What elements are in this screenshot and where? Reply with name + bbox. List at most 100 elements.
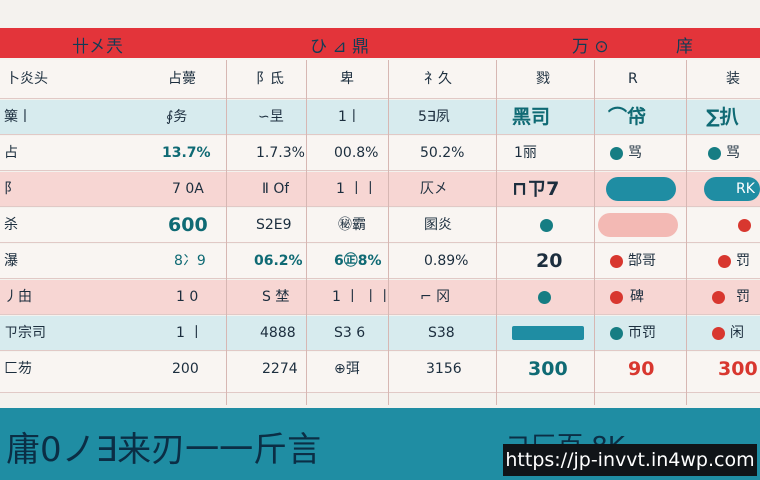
col-header-g: 装: [726, 71, 740, 87]
cell: ∽圼: [258, 109, 284, 125]
cell: S38: [428, 325, 455, 341]
cell: 仄㐅: [420, 181, 448, 197]
status-dot-icon: [718, 255, 731, 268]
status-dot-icon: [708, 147, 721, 160]
column-divider: [686, 60, 687, 405]
col-header-f: R: [628, 71, 638, 87]
cell: 郜哥: [628, 253, 656, 269]
status-pill: [606, 177, 676, 201]
cell: 罚: [736, 289, 750, 305]
header-title-2: ひ ⊿ 鼎: [310, 37, 370, 57]
cell: 200: [172, 361, 199, 377]
status-dot-icon: [538, 291, 551, 304]
cell: ∮务: [166, 109, 188, 125]
table-row: 杀 600 S2E9 ㊙霸 圂炎: [0, 208, 760, 243]
cell: 0.89%: [424, 253, 469, 269]
cell: 碑: [630, 289, 644, 305]
status-dot-icon: [610, 255, 623, 268]
cell: 4888: [260, 325, 296, 341]
cell: 8冫9: [174, 253, 206, 269]
status-dot-icon: [712, 327, 725, 340]
status-dot-icon: [610, 327, 623, 340]
cell: 1 丨 丨丨: [332, 289, 392, 305]
cell: 骂: [726, 145, 740, 161]
cell: ⊓ㄗ7: [512, 178, 560, 200]
cell: 1 丨丨: [336, 181, 378, 197]
table-row: 匚芴 200 2274 ⊕弭 3156 300 90 300: [0, 352, 760, 393]
cell: 13.7%: [162, 145, 211, 161]
cell: RK: [736, 181, 755, 197]
cell: 1丨: [338, 109, 361, 125]
col-header-b: 阝氐: [256, 71, 284, 87]
status-pill: [512, 326, 584, 340]
cell: S2E9: [256, 217, 292, 233]
row-label: 占: [4, 145, 18, 161]
column-divider: [306, 60, 307, 405]
status-dot-icon: [712, 291, 725, 304]
col-header-a: 占薨: [168, 71, 196, 87]
status-dot-icon: [738, 219, 751, 232]
cell: Ⅱ Of: [262, 181, 290, 197]
column-divider: [388, 60, 389, 405]
row-label: 篥丨: [4, 109, 32, 125]
cell: 00.8%: [334, 145, 379, 161]
status-pill: [598, 213, 678, 237]
cell: 1丽: [514, 145, 537, 161]
table-row: 占 13.7% 1.7.3% 00.8% 50.2% 1丽 骂 骂: [0, 136, 760, 171]
status-pill: [704, 177, 760, 201]
cell: 闲: [730, 325, 744, 341]
status-dot-icon: [610, 147, 623, 160]
cell: 5∃夙: [418, 109, 450, 125]
row-label: ㄗ宗司: [4, 325, 46, 341]
cell: S 埜: [262, 289, 290, 305]
row-label: 阝: [4, 181, 18, 197]
header-title-1: 卄㐅兲: [72, 37, 123, 57]
cell: ⊕弭: [334, 361, 360, 377]
cell: 罚: [736, 253, 750, 269]
cell: 600: [168, 214, 208, 236]
heart-icon: [540, 219, 553, 232]
status-dot-icon: [610, 291, 623, 304]
data-table: 卜炎头 占薨 阝氐 卑 礻久 戮 R 装 篥丨 ∮务 ∽圼 1丨 5∃夙 黑司 …: [0, 60, 760, 405]
cell: 1 丨: [176, 325, 204, 341]
column-divider: [226, 60, 227, 405]
row-label: 丿甶: [4, 289, 32, 305]
cell: 7 0A: [172, 181, 204, 197]
table-row: 丿甶 1 0 S 埜 1 丨 丨丨 ⌐ 冈 碑 罚: [0, 280, 760, 315]
col-header-e: 戮: [536, 71, 550, 87]
column-divider: [496, 60, 497, 405]
cell: 2274: [262, 361, 298, 377]
cell: S3 6: [334, 325, 366, 341]
cell: 300: [528, 358, 568, 380]
cell: 6㊣8%: [334, 253, 382, 269]
header-title-3: 万 ⊙: [572, 37, 609, 57]
table-row: 阝 7 0A Ⅱ Of 1 丨丨 仄㐅 ⊓ㄗ7 RK: [0, 172, 760, 207]
watermark-url: https://jp-invvt.in4wp.com: [503, 444, 757, 476]
cell: 90: [628, 358, 655, 380]
cell: ∑扒: [706, 106, 739, 128]
cell: ⌐ 冈: [420, 289, 451, 305]
cell: 圂炎: [424, 217, 452, 233]
column-divider: [594, 60, 595, 405]
cell: 1 0: [176, 289, 199, 305]
cell: 帀罚: [628, 325, 656, 341]
cell: ㊙霸: [338, 217, 366, 233]
row-label: 匚芴: [4, 361, 32, 377]
footer-title: 庸0ノ∃来刃一一斤言: [6, 430, 322, 470]
table-header-row: 卜炎头 占薨 阝氐 卑 礻久 戮 R 装: [0, 60, 760, 99]
row-label: 瀑: [4, 253, 18, 269]
col-header-label: 卜炎头: [6, 71, 48, 87]
table-row: 瀑 8冫9 06.2% 6㊣8% 0.89% 20 郜哥 罚: [0, 244, 760, 279]
cell: 骂: [628, 145, 642, 161]
header-bar: 卄㐅兲 ひ ⊿ 鼎 万 ⊙ 庠: [0, 28, 760, 58]
table-row: 篥丨 ∮务 ∽圼 1丨 5∃夙 黑司 ⌒帒 ∑扒: [0, 100, 760, 135]
cell: ⌒帒: [608, 106, 647, 128]
cell: 06.2%: [254, 253, 303, 269]
cell: 黑司: [512, 106, 551, 128]
cell: 20: [536, 250, 563, 272]
row-label: 杀: [4, 217, 18, 233]
cell: 50.2%: [420, 145, 465, 161]
header-title-4: 庠: [676, 37, 693, 57]
cell: 1.7.3%: [256, 145, 305, 161]
col-header-d: 礻久: [424, 71, 452, 87]
